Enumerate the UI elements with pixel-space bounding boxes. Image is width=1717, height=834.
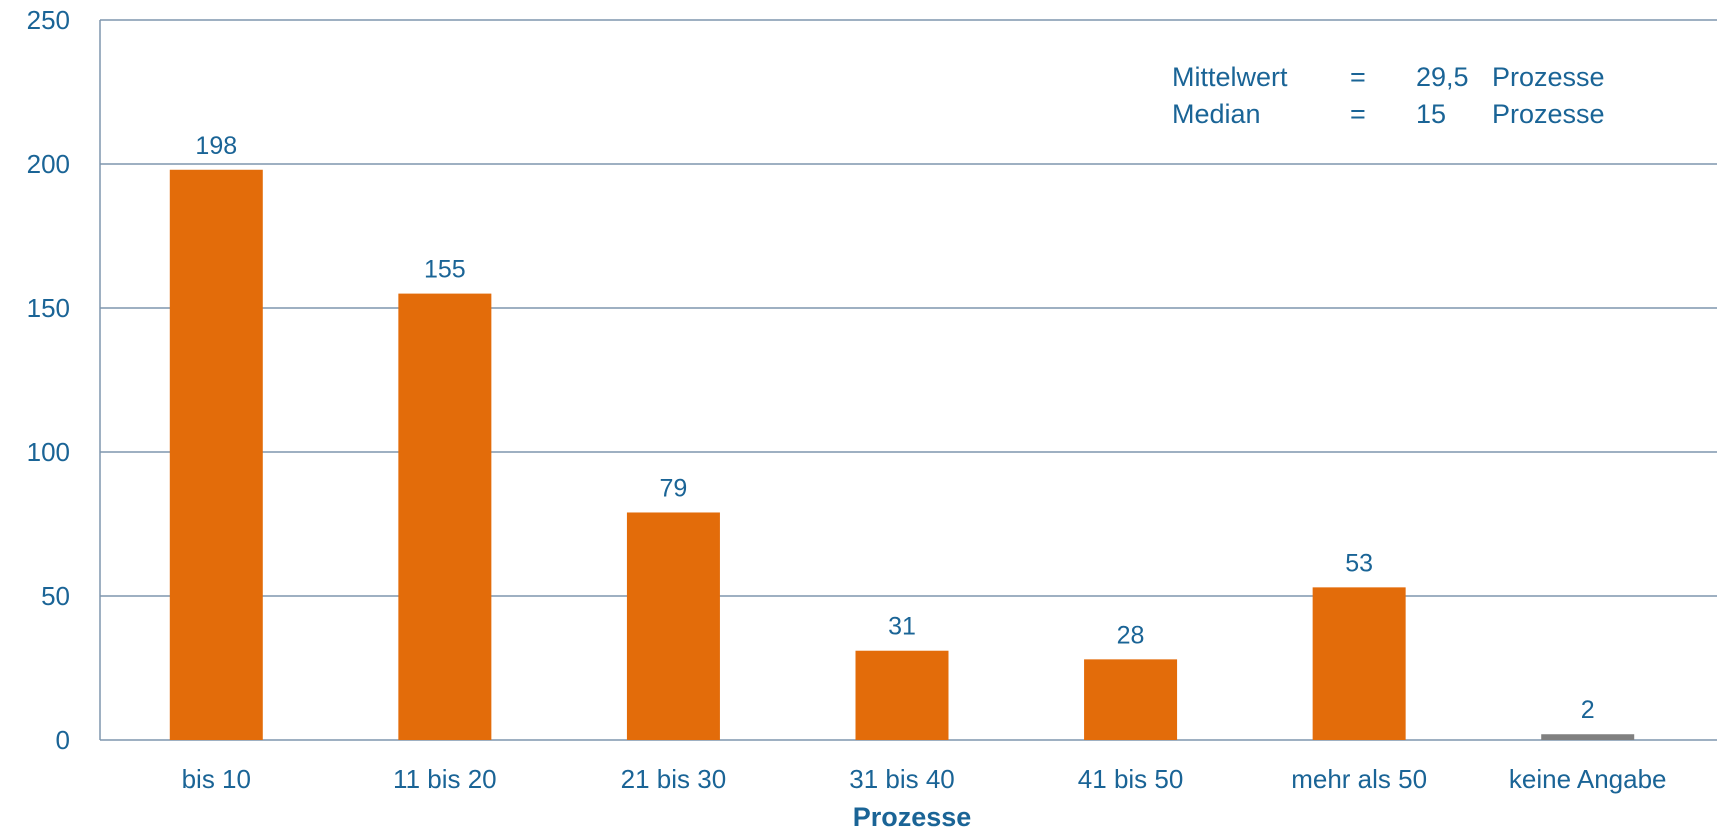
x-axis-label: Prozesse xyxy=(853,802,972,832)
x-tick-label: keine Angabe xyxy=(1509,764,1667,794)
bar-2 xyxy=(398,293,492,740)
value-label: 155 xyxy=(424,256,466,284)
value-label: 53 xyxy=(1345,549,1373,577)
stats-annotation: Mittelwert = 29,5 Prozesse Median = 15 Prozesse xyxy=(1172,62,1605,129)
bars xyxy=(169,169,1635,740)
value-label: 2 xyxy=(1581,696,1595,724)
annotation-text: Mittelwert xyxy=(1172,62,1288,92)
x-tick-label: 31 bis 40 xyxy=(849,764,955,794)
x-tick-label: 41 bis 50 xyxy=(1078,764,1184,794)
annotation-text: 15 xyxy=(1416,99,1446,129)
bar-6 xyxy=(1312,587,1406,740)
annotation-text: Prozesse xyxy=(1492,62,1605,92)
bar-7 xyxy=(1541,734,1635,740)
bar-4 xyxy=(855,650,949,740)
y-axis-ticks: 0 50 100 150 200 250 xyxy=(27,5,70,755)
y-tick-label: 0 xyxy=(56,725,70,755)
annotation-text: = xyxy=(1350,99,1366,129)
annotation-text: Prozesse xyxy=(1492,99,1605,129)
y-tick-label: 200 xyxy=(27,149,70,179)
value-label: 31 xyxy=(888,613,916,641)
value-label: 198 xyxy=(195,132,237,160)
value-label: 79 xyxy=(660,474,688,502)
gridlines xyxy=(99,19,1717,741)
annotation-text: Median xyxy=(1172,99,1261,129)
annotation-text: 29,5 xyxy=(1416,62,1469,92)
y-tick-label: 250 xyxy=(27,5,70,35)
bar-5 xyxy=(1084,659,1178,740)
x-tick-label: bis 10 xyxy=(182,764,251,794)
x-tick-label: 21 bis 30 xyxy=(621,764,727,794)
y-tick-label: 100 xyxy=(27,437,70,467)
x-tick-label: 11 bis 20 xyxy=(393,764,497,794)
annotation-text: = xyxy=(1350,62,1366,92)
value-label: 28 xyxy=(1117,621,1145,649)
y-tick-label: 150 xyxy=(27,293,70,323)
value-labels: 198 155 79 31 28 53 2 xyxy=(195,132,1594,724)
category-labels: bis 10 11 bis 20 21 bis 30 31 bis 40 41 bis … xyxy=(182,764,1667,794)
bar-1 xyxy=(169,169,263,740)
y-tick-label: 50 xyxy=(41,581,70,611)
bar-3 xyxy=(626,512,720,740)
x-tick-label: mehr als 50 xyxy=(1291,764,1427,794)
